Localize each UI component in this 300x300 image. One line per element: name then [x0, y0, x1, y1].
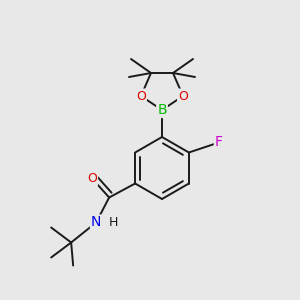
Text: O: O: [87, 172, 97, 185]
Text: B: B: [157, 103, 167, 117]
Text: O: O: [178, 89, 188, 103]
Text: N: N: [91, 215, 101, 230]
Text: F: F: [215, 136, 223, 149]
Text: H: H: [109, 216, 118, 229]
Text: O: O: [136, 89, 146, 103]
